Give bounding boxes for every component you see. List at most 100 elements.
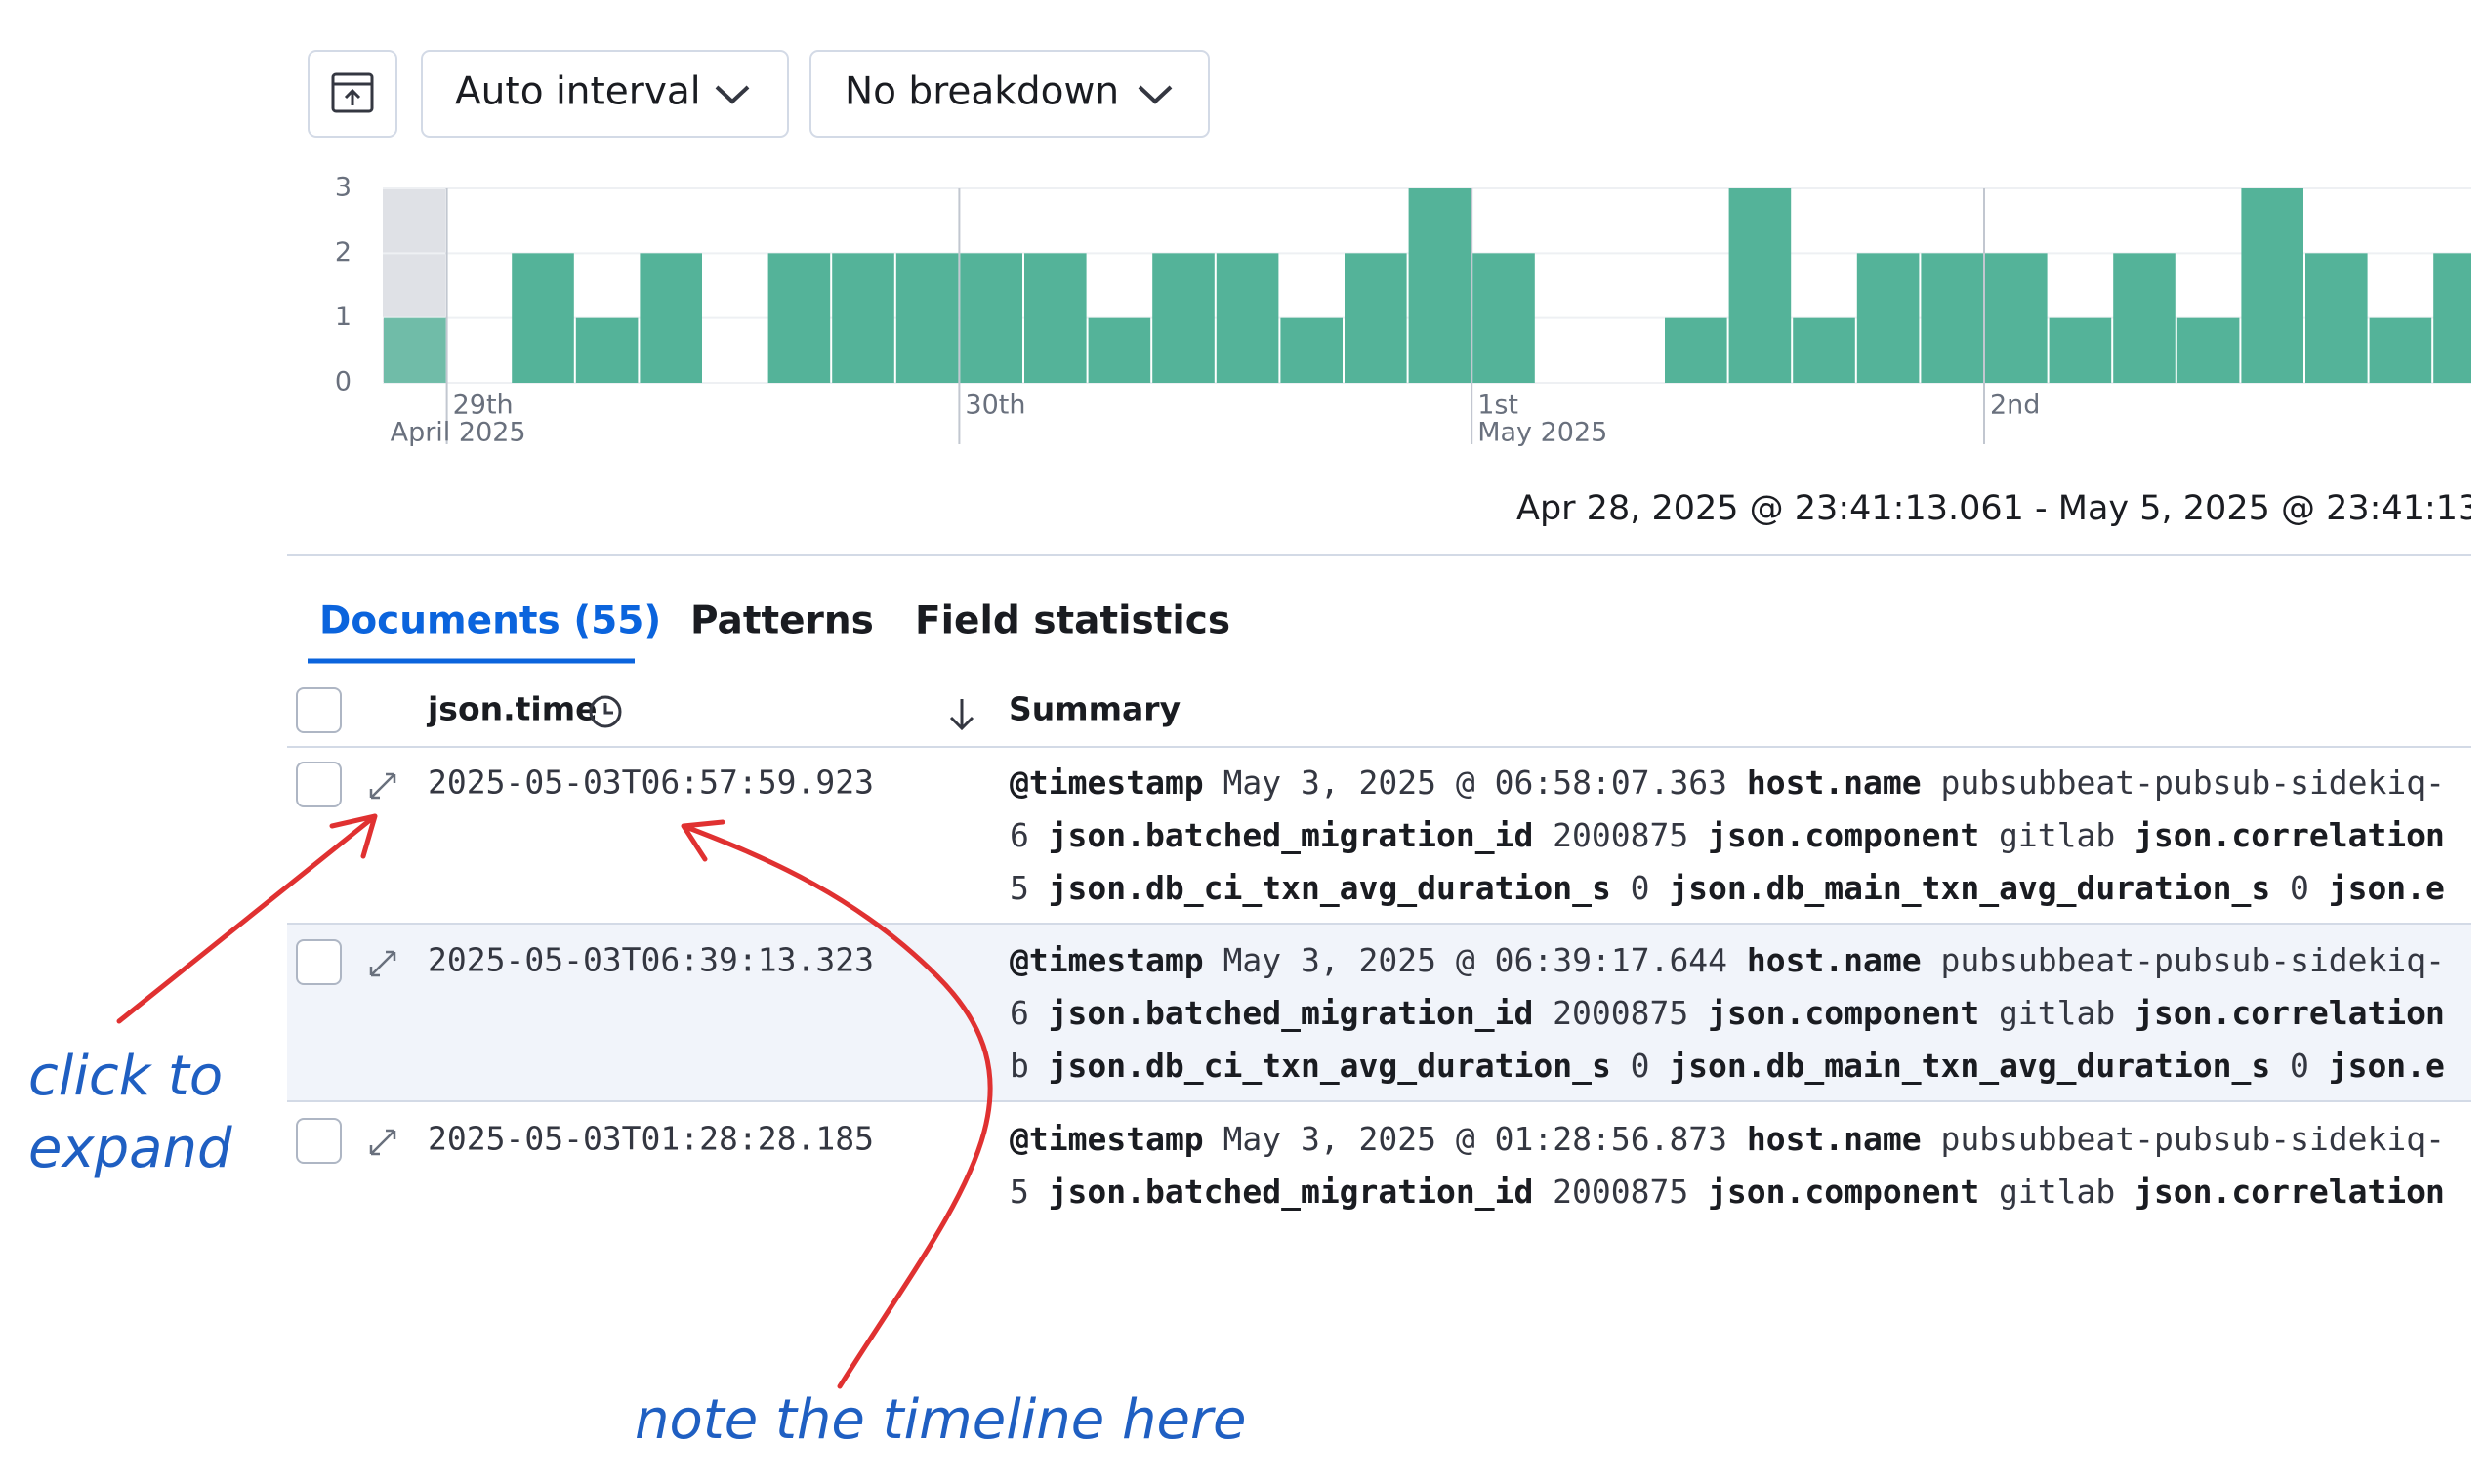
annotation-arrow: [116, 813, 378, 1024]
field-name: json.batched_migration_id: [1049, 816, 1534, 854]
row-checkbox[interactable]: [296, 939, 342, 985]
bar[interactable]: [1665, 317, 1727, 383]
field-value: pubsubbeat-pubsub-sidekiq-: [1940, 1120, 2445, 1158]
bar[interactable]: [2049, 317, 2112, 383]
field-value: 0: [2290, 1047, 2309, 1085]
y-tick-label: 1: [335, 302, 352, 332]
bar[interactable]: [1985, 253, 2048, 383]
bar[interactable]: [2241, 188, 2303, 383]
icon: [331, 72, 374, 113]
field-name: json.db_main_txn_avg_duration_s: [1669, 1047, 2270, 1085]
bar[interactable]: [2433, 253, 2487, 383]
field-value: gitlab: [1999, 1173, 2115, 1211]
annotation: click to: [28, 1045, 223, 1108]
x-tick-label: 30th: [965, 391, 1025, 421]
bar[interactable]: [1280, 317, 1343, 383]
bar[interactable]: [1856, 253, 1920, 383]
x-tick-label: 29th: [453, 391, 514, 421]
main: Auto interval No breakdown 0 1 2 3 29thApril…: [287, 50, 2487, 1211]
tabs: Documents (55) Patterns Field statistics: [319, 599, 1230, 643]
bar[interactable]: [2176, 317, 2240, 383]
bar[interactable]: [832, 253, 894, 383]
timestamp: 2025-05-03T06:39:13.323: [428, 941, 874, 979]
y-tick-label: 2: [335, 237, 352, 268]
field-value: 2000875: [1553, 816, 1688, 854]
tab[interactable]: Patterns: [690, 599, 874, 643]
bar[interactable]: [2305, 253, 2368, 383]
bar[interactable]: [1152, 253, 1215, 383]
field-value: 6: [1010, 994, 1029, 1032]
select-all-checkbox[interactable]: [296, 687, 342, 733]
bar[interactable]: [640, 253, 702, 383]
field-value: gitlab: [1999, 816, 2115, 854]
time-range: Apr 28, 2025 @ 23:41:13.061 - May 5, 202…: [1516, 489, 2487, 528]
field-value: pubsubbeat-pubsub-sidekiq-: [1940, 941, 2445, 979]
expand-button[interactable]: [369, 1129, 396, 1156]
bar[interactable]: [1345, 253, 1407, 383]
annotation: note the timeline here: [635, 1388, 1246, 1452]
expand-button[interactable]: [369, 950, 396, 977]
bar[interactable]: [895, 253, 959, 383]
field-name: json.db_ci_txn_avg_duration_s: [1049, 869, 1611, 907]
field-value: 5: [1010, 1173, 1029, 1211]
field-value: b: [1010, 1047, 1029, 1085]
column-header[interactable]: json.time: [426, 690, 598, 728]
field-name: json.correlation: [2135, 816, 2445, 854]
field-value: 2000875: [1553, 1173, 1688, 1211]
y-tick-label: 0: [335, 367, 352, 397]
interval-select[interactable]: [421, 50, 789, 138]
bar[interactable]: [1921, 253, 1983, 383]
bar[interactable]: [767, 253, 831, 383]
field-value: 5: [1010, 869, 1029, 907]
tab[interactable]: Documents (55): [319, 599, 661, 643]
field-value: gitlab: [1999, 994, 2115, 1032]
field-name: host.name: [1747, 1120, 1922, 1158]
clock-icon: [589, 695, 622, 728]
field-name: json.e: [2329, 869, 2445, 907]
column-header[interactable]: Summary: [1009, 690, 1181, 728]
bar[interactable]: [2113, 253, 2176, 383]
y-tick-label: 3: [335, 173, 352, 203]
x-tick-sublabel: May 2025: [1477, 418, 1607, 448]
tab[interactable]: Field statistics: [915, 599, 1230, 643]
interval-label: Auto interval: [455, 70, 701, 114]
bar[interactable]: [1088, 317, 1151, 383]
bar[interactable]: [1216, 253, 1279, 383]
field-value: 0: [2290, 869, 2309, 907]
x-tick-label: 1st: [1477, 391, 1518, 421]
field-name: json.component: [1708, 994, 1979, 1032]
bar[interactable]: [1472, 253, 1535, 383]
field-name: host.name: [1747, 763, 1922, 802]
field-name: json.db_main_txn_avg_duration_s: [1669, 869, 2270, 907]
breakdown-select[interactable]: [809, 50, 1210, 138]
bar[interactable]: [1728, 188, 1792, 383]
field-name: host.name: [1747, 941, 1922, 979]
field-name: json.correlation: [2135, 994, 2445, 1032]
expand-button[interactable]: [369, 772, 396, 800]
timestamp: 2025-05-03T06:57:59.923: [428, 763, 874, 802]
field-value: pubsubbeat-pubsub-sidekiq-: [1940, 763, 2445, 802]
bar[interactable]: [1408, 188, 1471, 383]
x-tick-sublabel: April 2025: [391, 418, 526, 448]
row-checkbox[interactable]: [296, 1118, 342, 1164]
sort-icon[interactable]: [949, 699, 974, 731]
summary-line: @timestamp May 3, 2025 @ 01:28:56.873 host…: [1010, 1120, 2445, 1158]
field-name: json.batched_migration_id: [1049, 994, 1534, 1032]
field-value: 0: [1631, 869, 1650, 907]
bar[interactable]: [384, 317, 446, 383]
row-checkbox[interactable]: [296, 762, 342, 807]
bar[interactable]: [960, 253, 1022, 383]
field-name: @timestamp: [1010, 941, 1204, 979]
field-value: May 3, 2025 @ 06:39:17.644: [1223, 941, 1727, 979]
bar[interactable]: [1024, 253, 1087, 383]
field-name: json.correlation: [2135, 1173, 2445, 1211]
bar[interactable]: [1793, 317, 1855, 383]
field-value: 2000875: [1553, 994, 1688, 1032]
bar[interactable]: [2369, 317, 2432, 383]
bar[interactable]: [512, 253, 574, 383]
bar[interactable]: [575, 317, 639, 383]
summary-line: 6 json.batched_migration_id 2000875 json.co…: [1010, 816, 2445, 854]
